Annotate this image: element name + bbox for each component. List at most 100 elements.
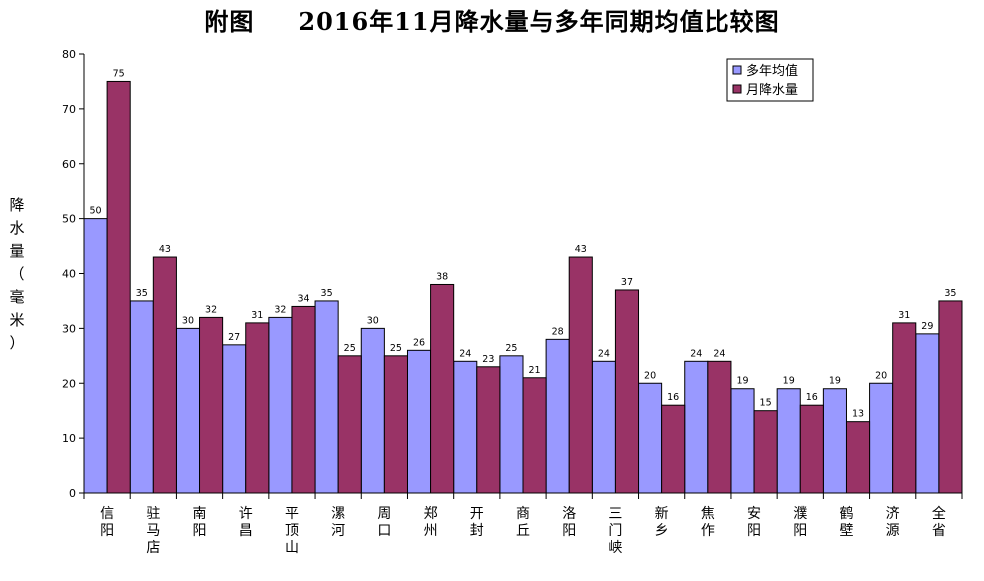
data-label: 24 bbox=[690, 348, 702, 359]
y-tick-label: 60 bbox=[62, 158, 76, 171]
bar-monthly-6 bbox=[383, 355, 408, 494]
x-category-label: 周口 bbox=[377, 506, 391, 539]
bar-average-17 bbox=[869, 382, 894, 494]
bar-monthly-2 bbox=[199, 316, 224, 494]
data-label: 75 bbox=[113, 68, 125, 79]
x-category-label: 漯河 bbox=[331, 506, 345, 539]
data-label: 43 bbox=[159, 244, 171, 255]
data-label: 30 bbox=[367, 315, 379, 326]
y-tick-label: 0 bbox=[69, 487, 76, 500]
data-label: 16 bbox=[667, 392, 679, 403]
data-label: 34 bbox=[297, 293, 309, 304]
data-label: 25 bbox=[344, 343, 356, 354]
data-label: 37 bbox=[621, 277, 633, 288]
bar-monthly-3 bbox=[245, 322, 270, 494]
y-tick-label: 10 bbox=[62, 432, 76, 445]
bar-average-10 bbox=[545, 338, 570, 494]
bar-average-0 bbox=[83, 218, 108, 494]
bar-monthly-15 bbox=[799, 404, 824, 494]
x-category-label: 洛阳 bbox=[562, 506, 576, 539]
bar-average-2 bbox=[175, 327, 201, 494]
axes bbox=[83, 54, 963, 499]
chart-title: 附图 2016年11月降水量与多年同期均值比较图 bbox=[0, 2, 984, 37]
bar-average-18 bbox=[915, 333, 940, 494]
x-category-label: 商丘 bbox=[516, 506, 530, 539]
bar-average-7 bbox=[406, 349, 432, 494]
bar-average-15 bbox=[776, 388, 801, 494]
data-label: 38 bbox=[436, 271, 448, 282]
x-category-label: 郑州 bbox=[424, 506, 438, 539]
bar-average-8 bbox=[453, 360, 478, 494]
x-category-label: 驻马店 bbox=[146, 506, 160, 556]
data-label: 19 bbox=[829, 376, 841, 387]
x-category-label: 信阳 bbox=[100, 506, 114, 539]
x-category-label: 焦作 bbox=[701, 506, 715, 539]
bar-monthly-13 bbox=[707, 360, 732, 494]
data-label: 21 bbox=[529, 365, 541, 376]
bar-monthly-0 bbox=[106, 80, 131, 494]
data-label: 50 bbox=[90, 206, 102, 217]
legend-swatch bbox=[732, 84, 742, 94]
bar-average-5 bbox=[314, 300, 339, 494]
y-tick-label: 40 bbox=[62, 268, 76, 281]
data-label: 27 bbox=[228, 332, 240, 343]
bar-average-4 bbox=[268, 316, 293, 494]
bar-monthly-12 bbox=[661, 404, 686, 494]
data-label: 20 bbox=[875, 370, 887, 381]
data-label: 28 bbox=[552, 326, 564, 337]
data-label: 25 bbox=[505, 343, 517, 354]
bar-monthly-8 bbox=[476, 366, 501, 494]
data-label: 31 bbox=[898, 310, 910, 321]
data-label: 20 bbox=[644, 370, 656, 381]
x-category-label: 濮阳 bbox=[793, 506, 807, 539]
bar-series bbox=[83, 80, 963, 494]
x-category-label: 平顶山 bbox=[285, 506, 299, 556]
bar-average-14 bbox=[730, 388, 755, 494]
x-category-label: 全省 bbox=[932, 505, 946, 539]
y-tick-label: 50 bbox=[62, 213, 76, 226]
data-label: 16 bbox=[806, 392, 818, 403]
bar-monthly-18 bbox=[938, 300, 963, 494]
bar-monthly-4 bbox=[291, 305, 316, 494]
y-axis-ticks: 0 10 20 30 40 50 60 70 80 bbox=[62, 48, 84, 500]
bar-monthly-10 bbox=[568, 256, 593, 494]
bar-average-3 bbox=[222, 344, 247, 494]
chart-title-prefix: 附图 bbox=[204, 7, 255, 36]
y-tick-label: 20 bbox=[62, 377, 76, 390]
x-category-label: 新乡 bbox=[655, 506, 669, 539]
y-tick-label: 80 bbox=[62, 48, 76, 61]
bar-average-1 bbox=[129, 300, 154, 494]
bar-average-9 bbox=[499, 355, 524, 494]
bar-monthly-1 bbox=[152, 256, 177, 494]
bar-monthly-14 bbox=[753, 410, 778, 494]
data-label: 19 bbox=[783, 376, 795, 387]
data-label: 24 bbox=[459, 348, 471, 359]
bar-monthly-16 bbox=[845, 421, 871, 494]
legend-swatch bbox=[732, 65, 742, 75]
data-label: 19 bbox=[736, 376, 748, 387]
x-category-label: 南阳 bbox=[193, 506, 207, 539]
x-category-label: 许昌 bbox=[239, 506, 253, 539]
data-label: 30 bbox=[182, 315, 194, 326]
bar-monthly-9 bbox=[522, 377, 547, 494]
y-axis-title: 降水量（毫米） bbox=[9, 196, 24, 352]
bar-average-6 bbox=[360, 327, 385, 494]
bar-average-12 bbox=[638, 382, 663, 494]
data-label: 29 bbox=[921, 321, 933, 332]
bar-monthly-17 bbox=[892, 322, 917, 494]
data-label: 31 bbox=[251, 310, 263, 321]
y-tick-label: 70 bbox=[62, 103, 76, 116]
bar-monthly-5 bbox=[337, 355, 362, 494]
data-label: 26 bbox=[413, 337, 425, 348]
data-label: 24 bbox=[598, 348, 610, 359]
legend-label: 月降水量 bbox=[746, 83, 798, 98]
data-label: 32 bbox=[274, 304, 286, 315]
x-category-label: 鹤壁 bbox=[839, 506, 853, 539]
x-category-label: 安阳 bbox=[747, 506, 761, 539]
chart-title-main: 2016年11月降水量与多年同期均值比较图 bbox=[298, 7, 780, 36]
data-label: 23 bbox=[482, 354, 494, 365]
legend-label: 多年均值 bbox=[746, 63, 798, 79]
bar-monthly-7 bbox=[430, 283, 455, 494]
